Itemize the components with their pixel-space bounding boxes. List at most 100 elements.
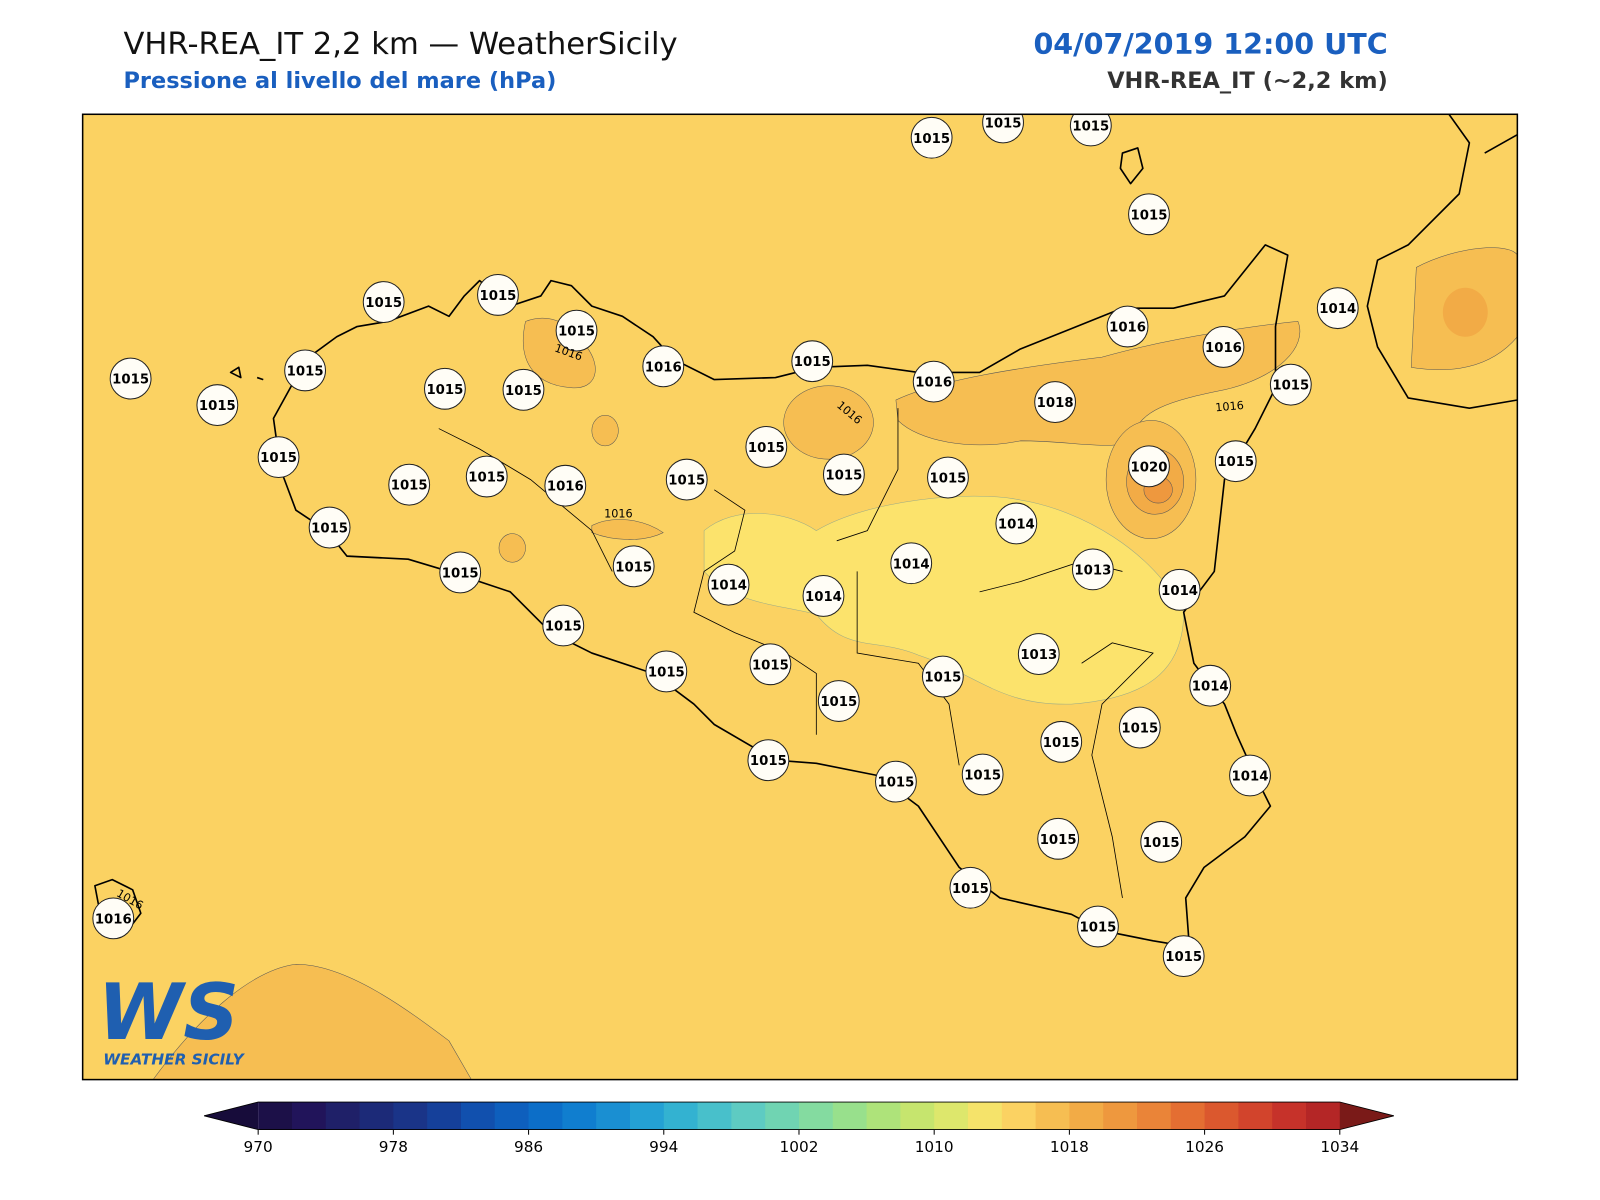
station-marker [1229,754,1271,797]
station-value: 1016 [547,480,584,495]
station-value: 1014 [1319,302,1356,317]
station-value: 1015 [964,769,1001,784]
colorbar-bin [967,1102,1003,1130]
station-marker [1069,114,1112,147]
station-value: 1015 [1217,455,1254,470]
stations: 1015 1015 1015 1015 1015 1015 1015 1016 1015 1016… [92,114,1359,978]
station-marker [749,643,792,686]
station-value: 1015 [545,620,582,635]
station-value: 1015 [1131,208,1168,223]
station-marker [1040,720,1083,763]
station-value: 1015 [112,373,149,388]
colorbar-bin [460,1102,496,1130]
colorbar-bin [1272,1102,1307,1130]
station-marker [912,360,955,403]
station-value: 1016 [95,912,132,927]
station-marker [1037,817,1080,860]
station-marker [1118,706,1161,749]
colorbar-bin [258,1102,293,1130]
title: VHR-REA_IT 2,2 km — WeatherSicily [123,27,677,62]
colorbar-bin [866,1102,901,1130]
station-value: 1015 [794,355,831,370]
colorbar-bin [765,1102,800,1130]
colorbar-bin [629,1102,665,1130]
station-value: 1015 [615,560,652,575]
station-value: 1014 [710,579,747,594]
station-marker [1202,326,1245,368]
colorbar-bin [1305,1102,1341,1130]
station-value: 1015 [913,132,950,147]
colorbar-tick-label: 1034 [1320,1138,1359,1156]
station-marker [745,426,788,468]
station-marker [1189,664,1232,707]
station-value: 1015 [748,441,785,456]
station-value: 1015 [1080,921,1117,936]
station-marker [822,453,865,496]
station-marker [1140,820,1183,863]
coastline [1366,114,1518,409]
station-marker [423,367,466,410]
station-value: 1015 [1040,833,1077,848]
station-marker [645,650,688,693]
colorbar-tick-label: 1018 [1050,1138,1089,1156]
subtitle: Pressione al livello del mare (hPa) [123,68,556,94]
station-value: 1015 [985,116,1022,131]
station-marker [910,116,953,159]
station-marker [982,114,1024,144]
station-marker [961,753,1004,796]
colorbar-bin [359,1102,394,1130]
station-value: 1015 [820,695,857,710]
colorbar-bin [663,1102,699,1130]
colorbar-bin [325,1102,361,1130]
station-value: 1015 [365,296,402,311]
field-region [703,495,1184,705]
contour-labels: 1016 1016 1016 1016 1016 [114,342,1244,913]
station-value: 1015 [426,383,463,398]
station-marker [927,456,969,499]
field-region [1442,287,1488,337]
colorbar-bin [1001,1102,1037,1130]
station-marker [1071,548,1114,591]
colorbar-tick-label: 978 [379,1138,408,1156]
field-region [783,385,874,460]
station-marker [665,458,708,501]
station-value: 1014 [998,517,1035,532]
colorbar-tick-label: 1010 [915,1138,954,1156]
colorbar-tick-label: 986 [514,1138,543,1156]
station-marker [612,545,655,588]
coastline [1484,133,1518,154]
station-marker [555,309,598,352]
station-marker [1077,905,1119,948]
colorbar-bin [427,1102,462,1130]
colorbar-bin [528,1102,563,1130]
station-marker [308,506,351,549]
station-value: 1018 [1037,396,1074,411]
station-value: 1014 [1192,680,1229,695]
station-value: 1015 [1043,736,1080,751]
station-value: 1015 [391,479,428,494]
station-value: 1015 [1272,379,1309,394]
province-border [438,408,1154,899]
colorbar-bin [1103,1102,1138,1130]
colorbar-tick-label: 994 [649,1138,678,1156]
station-marker [707,563,750,606]
colorbar-bin [832,1102,868,1130]
station-value: 1016 [915,376,952,391]
field-region [591,415,619,447]
field-region [895,321,1300,446]
station-marker [1017,633,1060,675]
station-value: 1015 [1165,950,1202,965]
station-marker [949,866,992,909]
colorbar-bin [291,1102,327,1130]
station-marker [791,340,834,383]
colorbar-tick-label: 1002 [780,1138,819,1156]
station-value: 1015 [924,671,961,686]
station-marker [1214,440,1257,483]
station-marker [875,760,917,803]
station-marker [439,551,482,594]
colorbar: 970 978 986 994 1002 1010 1018 1026 1034 [203,1101,1394,1156]
station-marker [362,281,405,323]
station-value: 1015 [199,399,236,414]
station-value: 1015 [930,472,967,487]
station-marker [642,345,685,388]
